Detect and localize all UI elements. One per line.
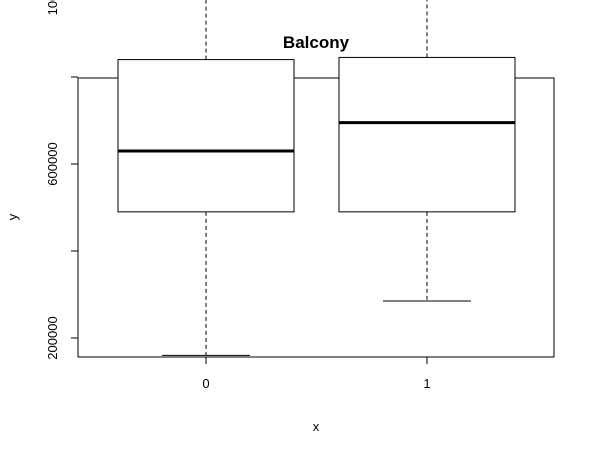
iqr-box (117, 59, 295, 213)
box-0 (117, 0, 295, 356)
iqr-box (338, 56, 516, 213)
plot-frame (77, 77, 555, 358)
box-1 (338, 0, 516, 302)
x-tick-label: 1 (423, 376, 430, 391)
y-tick-label: 600000 (45, 142, 60, 185)
x-axis-label: x (313, 419, 320, 434)
chart-title: Balcony (283, 33, 350, 52)
box-group (117, 0, 516, 356)
y-tick-label: 1000000 (45, 0, 60, 15)
y-axis-label: y (5, 213, 20, 220)
y-tick-label: 200000 (45, 316, 60, 359)
y-axis: 200000 600000 1000000 (45, 0, 78, 360)
x-tick-label: 0 (202, 376, 209, 391)
